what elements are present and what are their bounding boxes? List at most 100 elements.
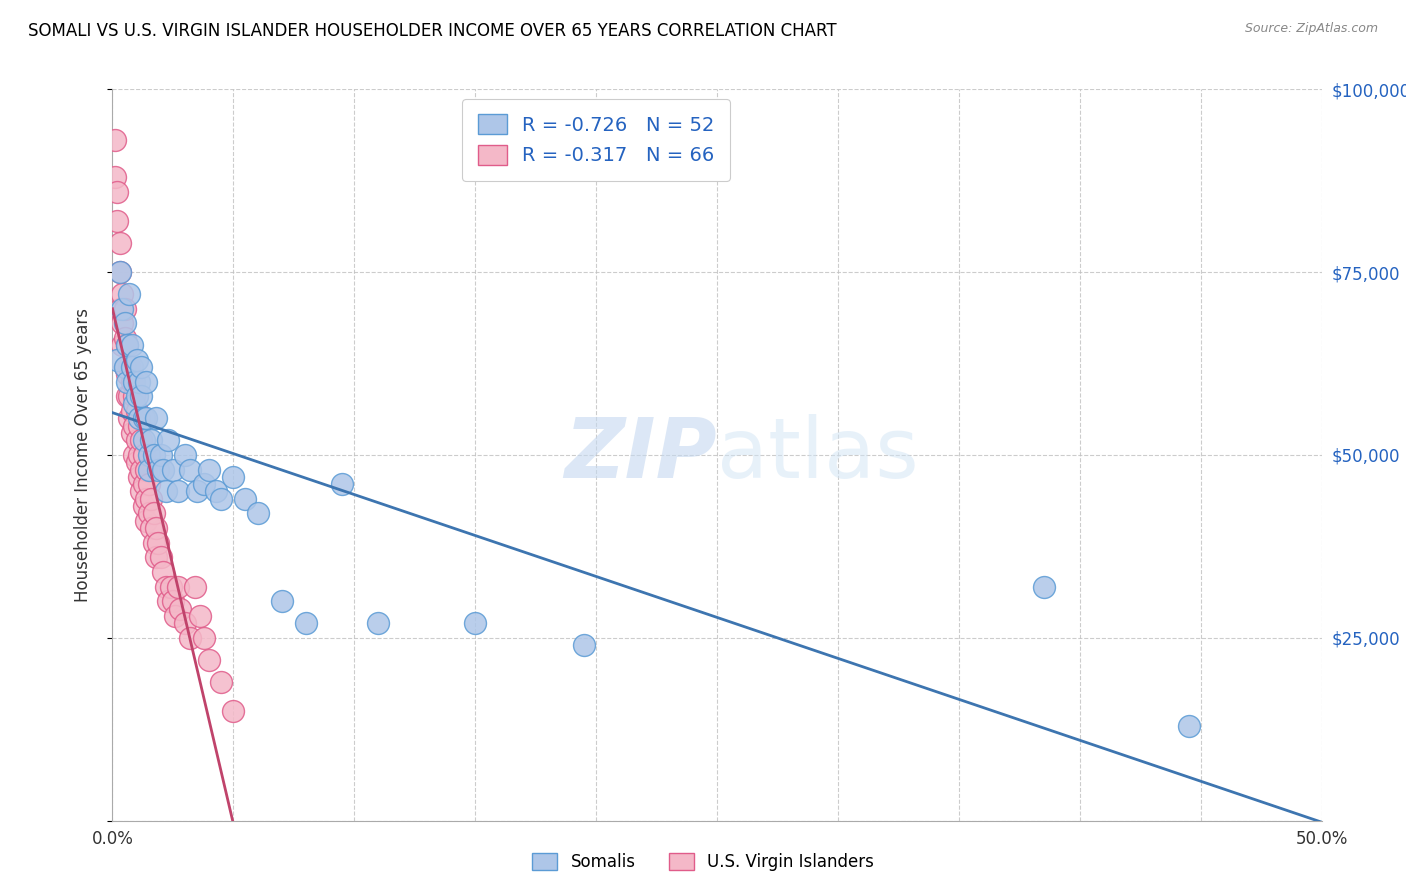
Text: ZIP: ZIP <box>564 415 717 495</box>
Point <box>141 434 163 448</box>
Point <box>108 265 131 279</box>
Point <box>125 455 148 469</box>
Point <box>131 360 153 375</box>
Point <box>125 404 148 418</box>
Point <box>193 477 215 491</box>
Legend: R = -0.726   N = 52, R = -0.317   N = 66: R = -0.726 N = 52, R = -0.317 N = 66 <box>463 99 730 181</box>
Point <box>138 448 160 462</box>
Point <box>121 425 143 440</box>
Point <box>131 484 153 499</box>
Point <box>128 448 150 462</box>
Point <box>118 287 141 301</box>
Point <box>128 375 150 389</box>
Point <box>125 389 148 403</box>
Point <box>115 375 138 389</box>
Point <box>128 470 150 484</box>
Point <box>122 389 145 403</box>
Point <box>131 462 153 476</box>
Point <box>169 601 191 615</box>
Point <box>125 434 148 448</box>
Point <box>205 484 228 499</box>
Point <box>188 608 211 623</box>
Point <box>186 484 208 499</box>
Point <box>118 389 141 403</box>
Point <box>142 448 165 462</box>
Point <box>222 704 245 718</box>
Point <box>198 462 221 476</box>
Point <box>132 434 155 448</box>
Point <box>132 411 155 425</box>
Point <box>135 462 157 476</box>
Point <box>105 352 128 367</box>
Point <box>145 521 167 535</box>
Point <box>122 375 145 389</box>
Point <box>114 331 136 345</box>
Point <box>114 360 136 375</box>
Point <box>142 507 165 521</box>
Point <box>330 477 353 491</box>
Text: SOMALI VS U.S. VIRGIN ISLANDER HOUSEHOLDER INCOME OVER 65 YEARS CORRELATION CHAR: SOMALI VS U.S. VIRGIN ISLANDER HOUSEHOLD… <box>28 22 837 40</box>
Point <box>1177 718 1199 732</box>
Point <box>166 580 188 594</box>
Point <box>104 133 127 147</box>
Point <box>122 397 145 411</box>
Point <box>135 411 157 425</box>
Y-axis label: Householder Income Over 65 years: Householder Income Over 65 years <box>73 308 91 602</box>
Point <box>121 360 143 375</box>
Point <box>270 594 292 608</box>
Point <box>104 169 127 184</box>
Point <box>141 491 163 506</box>
Point <box>1032 580 1054 594</box>
Point <box>183 580 205 594</box>
Point <box>174 448 197 462</box>
Point <box>149 550 172 565</box>
Point <box>162 462 184 476</box>
Legend: Somalis, U.S. Virgin Islanders: Somalis, U.S. Virgin Islanders <box>523 845 883 880</box>
Point <box>179 631 201 645</box>
Point <box>132 477 155 491</box>
Point <box>165 608 187 623</box>
Point <box>166 484 188 499</box>
Point <box>152 462 174 476</box>
Point <box>122 418 145 433</box>
Point <box>464 616 486 631</box>
Point <box>128 411 150 425</box>
Point <box>111 301 134 316</box>
Point <box>114 301 136 316</box>
Point <box>122 448 145 462</box>
Point <box>138 477 160 491</box>
Point <box>135 375 157 389</box>
Point <box>118 360 141 375</box>
Point <box>121 338 143 352</box>
Point <box>131 434 153 448</box>
Point <box>572 638 595 652</box>
Point <box>108 301 131 316</box>
Point <box>159 580 181 594</box>
Point <box>222 470 245 484</box>
Point <box>157 594 180 608</box>
Point <box>108 235 131 250</box>
Point <box>111 316 134 330</box>
Point <box>125 352 148 367</box>
Point <box>135 514 157 528</box>
Point <box>111 338 134 352</box>
Point <box>108 265 131 279</box>
Point <box>179 462 201 476</box>
Point <box>111 287 134 301</box>
Point <box>155 580 177 594</box>
Point <box>114 316 136 330</box>
Point <box>145 411 167 425</box>
Point <box>115 368 138 382</box>
Point <box>138 507 160 521</box>
Point <box>148 462 170 476</box>
Point <box>105 214 128 228</box>
Point <box>148 535 170 549</box>
Point <box>149 448 172 462</box>
Point <box>138 462 160 476</box>
Point <box>105 185 128 199</box>
Point <box>174 616 197 631</box>
Point <box>114 360 136 375</box>
Point <box>155 484 177 499</box>
Point <box>118 411 141 425</box>
Text: atlas: atlas <box>717 415 918 495</box>
